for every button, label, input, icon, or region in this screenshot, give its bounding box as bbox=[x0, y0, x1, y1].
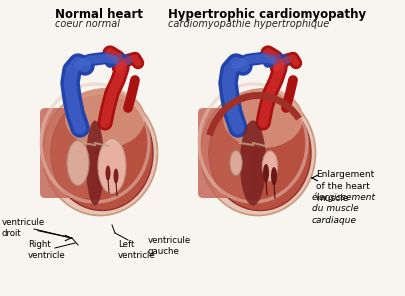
FancyBboxPatch shape bbox=[198, 108, 250, 198]
Ellipse shape bbox=[86, 120, 104, 205]
Ellipse shape bbox=[51, 96, 153, 210]
Text: Left
ventricle: Left ventricle bbox=[118, 240, 156, 260]
Text: Enlargement
of the heart
muscle: Enlargement of the heart muscle bbox=[316, 170, 374, 202]
Ellipse shape bbox=[65, 88, 145, 148]
Ellipse shape bbox=[209, 96, 311, 210]
Text: ventricule
droit: ventricule droit bbox=[2, 218, 45, 238]
Text: Normal heart: Normal heart bbox=[55, 8, 143, 21]
Ellipse shape bbox=[262, 151, 278, 181]
Ellipse shape bbox=[105, 165, 111, 181]
Text: coeur normal: coeur normal bbox=[55, 19, 120, 29]
Ellipse shape bbox=[223, 88, 303, 148]
Ellipse shape bbox=[43, 91, 158, 215]
Text: Right
ventricle: Right ventricle bbox=[28, 240, 66, 260]
Text: ventricule
gauche: ventricule gauche bbox=[148, 236, 191, 256]
Ellipse shape bbox=[98, 139, 126, 194]
Ellipse shape bbox=[263, 164, 269, 182]
Ellipse shape bbox=[271, 167, 277, 185]
Ellipse shape bbox=[113, 168, 119, 184]
Text: élargissement
du muscle
cardiaque: élargissement du muscle cardiaque bbox=[312, 192, 376, 225]
Ellipse shape bbox=[240, 120, 266, 205]
Text: Hypertrophic cardiomyopathy: Hypertrophic cardiomyopathy bbox=[168, 8, 366, 21]
FancyBboxPatch shape bbox=[40, 108, 92, 198]
Text: cardiomyopathie hypertrophique: cardiomyopathie hypertrophique bbox=[168, 19, 329, 29]
Ellipse shape bbox=[230, 151, 242, 175]
Ellipse shape bbox=[200, 91, 315, 215]
Ellipse shape bbox=[67, 141, 89, 186]
